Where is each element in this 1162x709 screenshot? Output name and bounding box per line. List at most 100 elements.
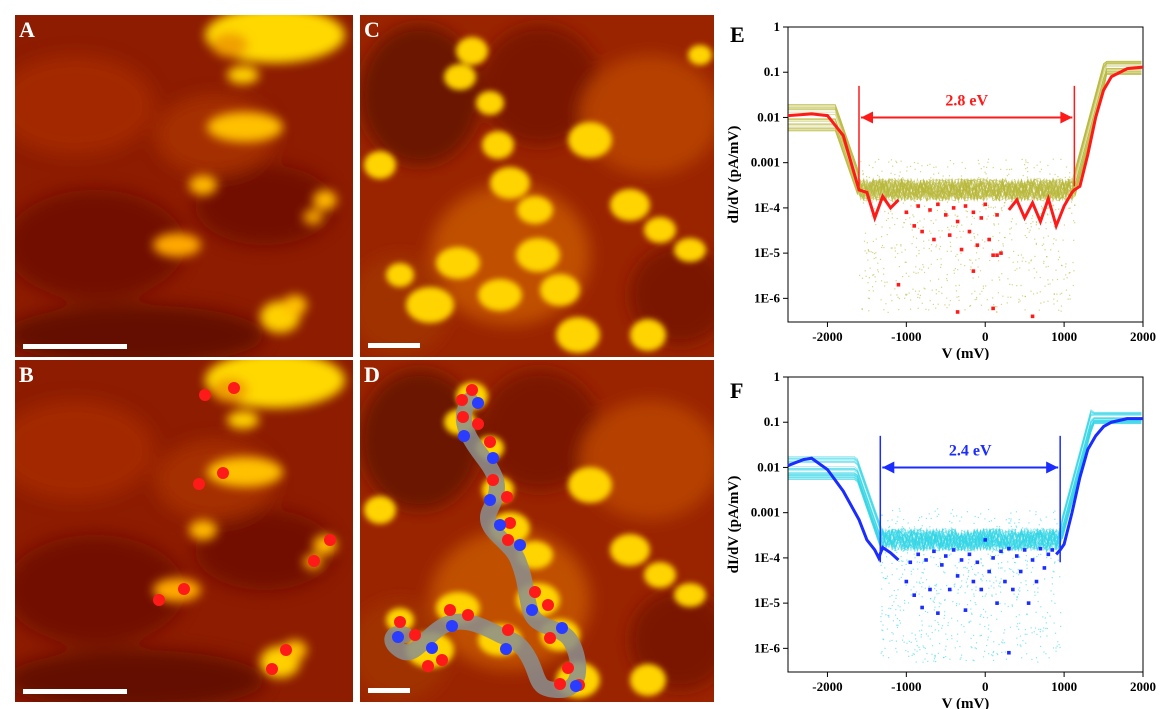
spectrum-dot bbox=[956, 633, 959, 635]
spectrum-dot bbox=[958, 299, 960, 302]
spectrum-dot bbox=[1026, 167, 1029, 169]
spectrum-dot bbox=[979, 623, 981, 625]
spectrum-dot bbox=[903, 609, 905, 611]
spectrum-dot bbox=[901, 526, 903, 528]
spectrum-dot bbox=[1025, 527, 1027, 529]
spectrum-dot bbox=[921, 302, 923, 304]
spectrum-dot bbox=[980, 558, 982, 561]
spectrum-dot bbox=[1066, 277, 1068, 279]
spectrum-dot bbox=[998, 526, 1001, 528]
spectrum-dot bbox=[1027, 170, 1029, 173]
spectrum-dot bbox=[891, 217, 893, 219]
spectrum-dot bbox=[995, 593, 997, 595]
chart-f: -2000 -1000 0 1000 2000 1E-6 1E-5 1E-4 0.001 0.01… bbox=[720, 360, 1160, 709]
spectrum-dot bbox=[881, 613, 883, 615]
spectrum-dot bbox=[990, 630, 992, 633]
spectrum-dot bbox=[902, 527, 904, 530]
spectrum-dot bbox=[954, 214, 956, 216]
spectrum-dot bbox=[924, 610, 927, 613]
y-tick-label: 0.01 bbox=[757, 109, 780, 124]
spectrum-dot bbox=[930, 250, 932, 252]
spectrum-dot bbox=[948, 531, 951, 533]
spectrum-dot bbox=[1023, 163, 1026, 166]
spectrum-dot bbox=[1042, 180, 1044, 182]
average-point bbox=[975, 243, 980, 247]
spectrum-dot bbox=[1001, 210, 1003, 212]
spectrum-dot bbox=[939, 538, 941, 540]
spectrum-dot bbox=[890, 247, 892, 249]
spectrum-dot bbox=[1038, 309, 1040, 311]
spectrum-dot bbox=[933, 173, 935, 175]
spectrum-dot bbox=[919, 171, 922, 173]
spectrum-dot bbox=[867, 249, 869, 251]
spectrum-dot bbox=[956, 253, 958, 256]
spectrum-dot bbox=[971, 262, 974, 264]
spectrum-dot bbox=[1018, 522, 1020, 524]
spectrum-dot bbox=[956, 515, 958, 517]
spectrum-dot bbox=[877, 269, 879, 271]
spectrum-dot bbox=[982, 565, 984, 567]
spectrum-dot bbox=[908, 655, 910, 657]
spectrum-dot bbox=[1069, 272, 1071, 274]
spectrum-dot bbox=[888, 526, 890, 529]
spectrum-dot bbox=[944, 614, 946, 617]
spectrum-dot bbox=[1013, 179, 1016, 181]
spectrum-dot bbox=[920, 577, 922, 579]
average-point bbox=[971, 579, 976, 584]
spectrum-dot bbox=[918, 227, 920, 230]
spectrum-dot bbox=[891, 639, 893, 642]
spectrum-dot bbox=[967, 585, 969, 587]
spectrum-dot bbox=[928, 179, 930, 181]
spectrum-dot bbox=[1026, 532, 1029, 534]
gap-arrow-head-left bbox=[882, 461, 895, 474]
spectrum-dot bbox=[902, 550, 904, 552]
spectrum-dot bbox=[1073, 270, 1075, 272]
average-point bbox=[1014, 554, 1019, 558]
spectrum-dot bbox=[915, 539, 917, 541]
spectrum-dot bbox=[953, 225, 955, 228]
spectrum-dot bbox=[871, 286, 874, 288]
spectrum-dot bbox=[956, 549, 958, 552]
spectrum-dot bbox=[946, 201, 949, 203]
spectrum-dot bbox=[955, 255, 957, 257]
spectrum-dot bbox=[1042, 630, 1044, 632]
spectrum-dot bbox=[1000, 591, 1002, 593]
spectrum-dot bbox=[997, 184, 999, 186]
spectrum-dot bbox=[1042, 616, 1044, 618]
spectrum-dot bbox=[983, 166, 985, 168]
spectrum-dot bbox=[977, 516, 979, 519]
spectrum-dot bbox=[995, 538, 998, 540]
spectrum-dot bbox=[961, 541, 964, 544]
spectrum-dot bbox=[968, 232, 971, 234]
spectrum-dot bbox=[937, 303, 939, 305]
spectrum-dot bbox=[915, 204, 917, 206]
spectrum-dot bbox=[931, 289, 933, 291]
spectrum-dot bbox=[891, 604, 893, 607]
average-point bbox=[959, 247, 964, 252]
spectrum-dot bbox=[928, 513, 930, 515]
spectrum-dot bbox=[870, 251, 872, 253]
spectrum-dot bbox=[1018, 628, 1020, 630]
spectrum-dot bbox=[984, 595, 986, 597]
spectrum-dot bbox=[999, 567, 1002, 569]
spectrum-dot bbox=[897, 296, 899, 298]
spectrum-dot bbox=[1033, 267, 1035, 270]
spectrum-dot bbox=[957, 589, 959, 591]
spectrum-dot bbox=[956, 567, 958, 569]
spectrum-dot bbox=[1001, 567, 1003, 569]
spectrum-dot bbox=[1038, 536, 1040, 539]
spectrum-dot bbox=[877, 174, 879, 176]
spectrum-dot bbox=[987, 309, 990, 311]
spectrum-dot bbox=[1045, 653, 1047, 655]
spectrum-dot bbox=[890, 172, 892, 174]
spectrum-dot bbox=[1034, 547, 1036, 550]
spectrum-dot bbox=[882, 532, 885, 534]
spectrum-dot bbox=[903, 569, 906, 571]
spectrum-dot bbox=[979, 293, 981, 295]
spectrum-dot bbox=[1038, 628, 1040, 630]
spectrum-dot bbox=[973, 659, 975, 662]
spectrum-dot bbox=[914, 200, 916, 202]
spectrum-dot bbox=[910, 546, 912, 549]
spectrum-dot bbox=[1058, 644, 1060, 646]
spectrum-dot bbox=[884, 577, 886, 580]
